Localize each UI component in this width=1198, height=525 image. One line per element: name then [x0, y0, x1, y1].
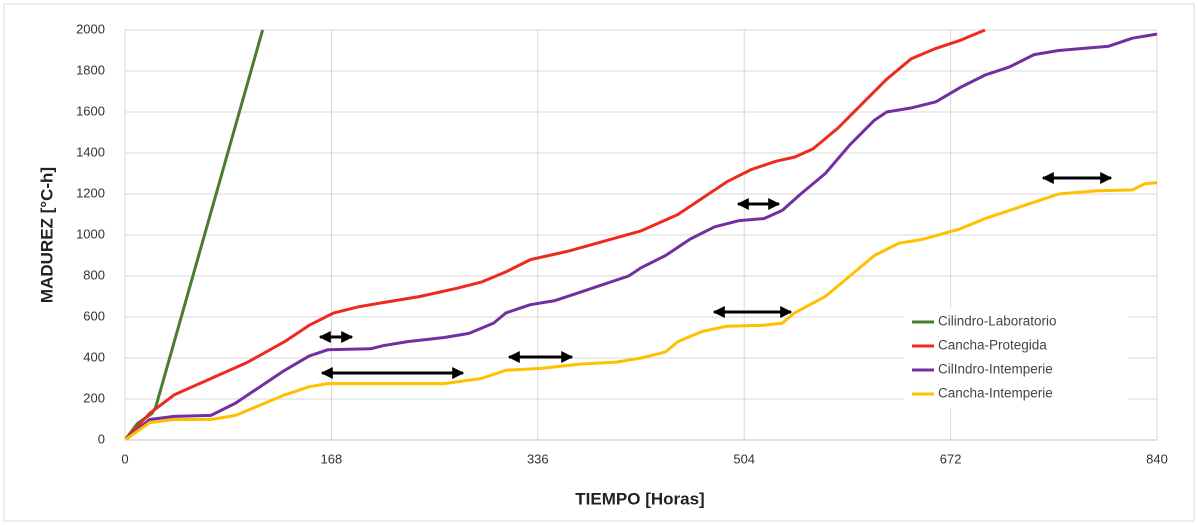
y-tick-label: 1000 — [76, 226, 105, 241]
x-tick-label: 504 — [733, 451, 755, 466]
legend-label: CilIndro-Intemperie — [938, 362, 1053, 377]
y-axis-title: MADUREZ [°C-h] — [37, 167, 56, 303]
x-axis-title: TIEMPO [Horas] — [575, 489, 704, 508]
x-tick-label: 672 — [940, 451, 962, 466]
y-tick-label: 400 — [83, 349, 105, 364]
x-tick-label: 0 — [121, 451, 128, 466]
legend-label: Cancha-Protegida — [938, 338, 1047, 353]
y-tick-label: 1600 — [76, 103, 105, 118]
y-tick-label: 2000 — [76, 21, 105, 36]
legend: Cilindro-Laboratorio Cancha-Protegida CilI… — [904, 308, 1128, 408]
annotation-arrows — [318, 172, 1113, 379]
series-line — [125, 29, 986, 440]
y-tick-label: 0 — [98, 431, 105, 446]
x-tick-label: 168 — [321, 451, 343, 466]
chart-border — [3, 3, 1195, 522]
x-tick-label: 840 — [1146, 451, 1168, 466]
y-tick-label: 800 — [83, 267, 105, 282]
y-tick-label: 600 — [83, 308, 105, 323]
y-tick-label: 1400 — [76, 144, 105, 159]
x-tick-label: 336 — [527, 451, 549, 466]
y-tick-label: 1800 — [76, 62, 105, 77]
series-line — [125, 181, 1157, 440]
series-line — [125, 32, 1157, 440]
y-tick-label: 1200 — [76, 185, 105, 200]
y-tick-label: 200 — [83, 390, 105, 405]
series-group — [125, 29, 1157, 440]
legend-label: Cilindro-Laboratorio — [938, 314, 1057, 329]
plot-area: 0 200 400 600 800 1000 1200 1400 1600 1800 2000 0 16… — [76, 21, 1168, 466]
legend-label: Cancha-Intemperie — [938, 386, 1053, 401]
legend-box — [904, 308, 1128, 408]
